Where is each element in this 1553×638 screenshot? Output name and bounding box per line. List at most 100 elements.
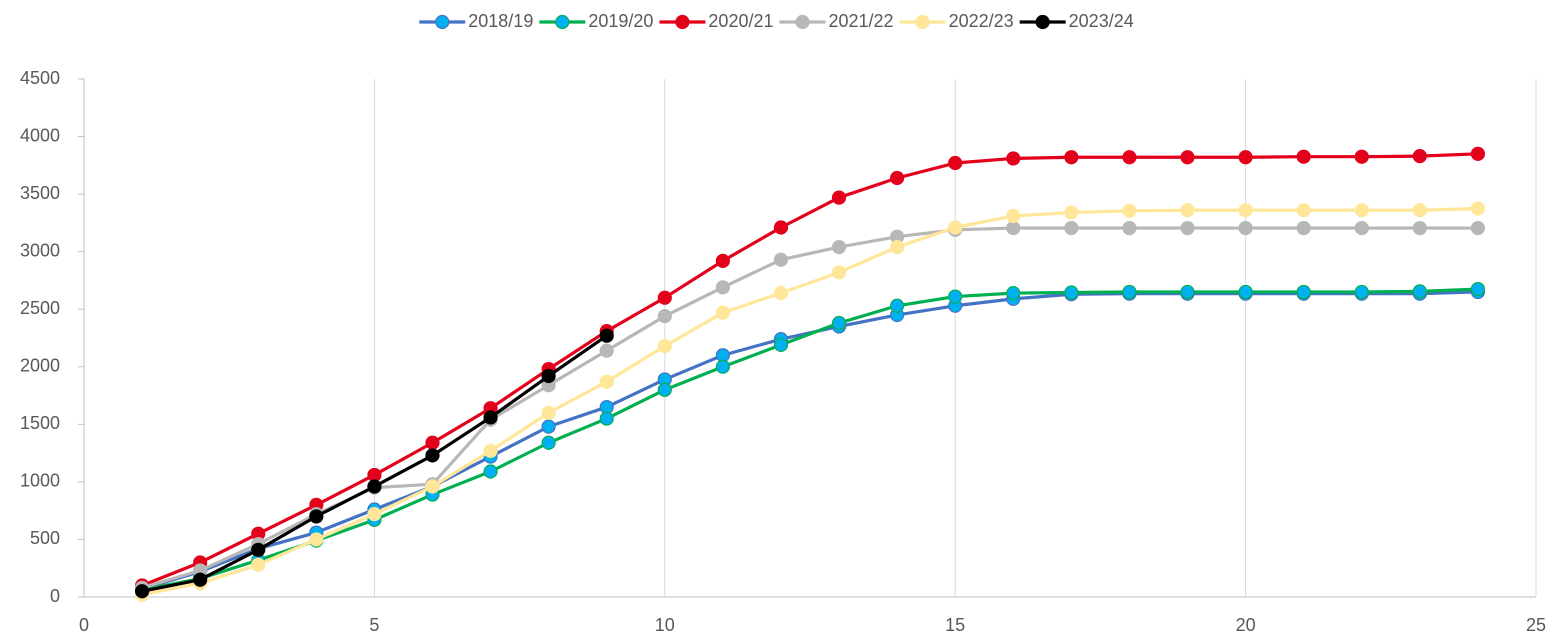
data-point: [831, 265, 847, 280]
data-point: [890, 170, 905, 186]
data-point: [773, 286, 789, 301]
data-point: [1238, 150, 1253, 165]
data-point: [948, 289, 963, 304]
data-point: [251, 557, 266, 572]
data-point: [1296, 284, 1311, 300]
legend-marker: [675, 14, 690, 30]
data-point: [1122, 284, 1137, 300]
data-point: [1122, 220, 1137, 236]
legend-marker: [915, 14, 930, 30]
y-tick-label: 2500: [20, 298, 60, 318]
data-point: [1064, 285, 1079, 300]
data-point: [1006, 151, 1021, 166]
data-point: [657, 382, 672, 397]
data-point: [1064, 220, 1079, 236]
legend-marker: [795, 14, 810, 30]
data-point: [715, 305, 730, 320]
data-point: [1064, 205, 1079, 220]
data-point: [657, 338, 672, 354]
data-point: [1180, 220, 1195, 236]
x-tick-label: 10: [655, 615, 675, 635]
y-tick-label: 3000: [20, 240, 60, 260]
data-point: [599, 343, 614, 358]
data-point: [599, 411, 614, 426]
data-point: [367, 479, 382, 494]
data-point: [948, 155, 963, 171]
data-point: [309, 509, 324, 524]
data-point: [715, 359, 730, 374]
data-point: [1180, 284, 1195, 300]
data-point: [1412, 203, 1427, 218]
data-point: [1238, 284, 1253, 300]
data-point: [425, 448, 440, 463]
data-point: [948, 220, 963, 235]
data-point: [541, 419, 556, 434]
data-point: [1470, 201, 1486, 216]
y-tick-label: 1000: [20, 471, 60, 491]
series-line: [141, 152, 1478, 587]
data-point: [1064, 150, 1079, 165]
data-point: [541, 368, 556, 384]
data-point: [715, 253, 730, 268]
data-point: [309, 532, 324, 547]
data-point: [599, 328, 614, 343]
y-tick-label: 4500: [20, 68, 60, 88]
y-tick-label: 3500: [20, 183, 60, 203]
legend-label: 2021/22: [829, 11, 894, 31]
series-line: [141, 206, 1478, 597]
series-line: [141, 290, 1478, 591]
x-tick-label: 0: [79, 615, 89, 635]
data-point: [483, 410, 498, 425]
y-tick-label: 500: [30, 528, 60, 548]
x-tick-label: 5: [369, 615, 379, 635]
data-point: [1296, 149, 1311, 164]
x-tick-label: 25: [1526, 615, 1546, 635]
data-point: [657, 309, 672, 324]
data-point: [134, 584, 150, 599]
data-point: [541, 405, 556, 420]
y-tick-label: 1500: [20, 413, 60, 433]
data-point: [193, 572, 208, 587]
data-point: [425, 435, 440, 450]
data-point: [1354, 203, 1369, 218]
data-point: [773, 337, 789, 353]
data-point: [367, 507, 382, 522]
data-point: [1470, 220, 1486, 236]
y-tick-label: 0: [50, 586, 60, 606]
data-point: [1238, 203, 1253, 218]
data-point: [1006, 208, 1021, 224]
legend-marker: [555, 14, 570, 30]
data-point: [890, 298, 905, 313]
legend-marker: [1035, 14, 1050, 30]
legend-label: 2022/23: [949, 11, 1014, 31]
legend: 2018/19 2019/20 2020/21 2021/22 2022/23 2023/…: [419, 11, 1134, 31]
data-point: [1354, 149, 1369, 164]
data-point: [831, 315, 847, 331]
y-tick-label: 4000: [20, 125, 60, 145]
data-point: [1296, 220, 1311, 236]
data-point: [657, 290, 672, 305]
legend-label: 2020/21: [708, 11, 773, 31]
data-point: [1180, 150, 1195, 165]
data-point: [483, 464, 498, 479]
legend-label: 2018/19: [468, 11, 533, 31]
data-point: [1006, 220, 1021, 236]
data-point: [1122, 203, 1137, 218]
data-point: [599, 374, 614, 389]
data-point: [1412, 284, 1427, 299]
legend-marker: [435, 14, 450, 30]
data-point: [1412, 220, 1427, 236]
y-tick-label: 2000: [20, 356, 60, 376]
data-point: [1470, 146, 1486, 161]
data-point: [483, 443, 498, 458]
series-line: [141, 287, 1478, 592]
data-point: [1122, 150, 1137, 165]
data-point: [831, 239, 847, 255]
data-point: [715, 280, 730, 295]
data-point: [1412, 149, 1427, 164]
legend-label: 2023/24: [1069, 11, 1134, 31]
data-point: [425, 479, 440, 494]
data-point: [1296, 203, 1311, 218]
data-point: [1238, 220, 1253, 236]
